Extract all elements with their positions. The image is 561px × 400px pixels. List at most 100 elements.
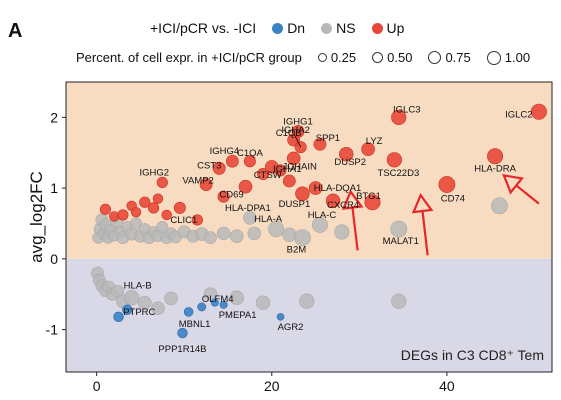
point-label-spp1: SPP1 bbox=[316, 133, 340, 144]
data-point bbox=[152, 193, 164, 204]
legend-dn-label: Dn bbox=[287, 20, 306, 36]
point-label-lyz: LYZ bbox=[366, 136, 383, 147]
point-label-igha1: IGHA1 bbox=[273, 164, 302, 175]
size-legend-ring-4 bbox=[486, 50, 501, 65]
point-label-agr2: AGR2 bbox=[278, 322, 304, 333]
data-point bbox=[255, 295, 271, 310]
x-tick-label: 20 bbox=[264, 378, 280, 394]
y-tick-label: 1 bbox=[50, 180, 58, 196]
data-point bbox=[203, 287, 218, 301]
point-label-ighg4: IGHG4 bbox=[210, 146, 240, 157]
data-point-tsc22d3 bbox=[386, 152, 402, 168]
data-point bbox=[139, 196, 151, 208]
size-legend-title: Percent. of cell expr. in +ICI/pCR group bbox=[76, 50, 302, 65]
data-point bbox=[210, 298, 219, 307]
data-point bbox=[391, 293, 407, 309]
point-label-cst3: CST3 bbox=[197, 160, 221, 171]
data-point bbox=[191, 214, 203, 226]
data-point bbox=[151, 301, 165, 316]
point-label-b2m: B2M bbox=[287, 245, 307, 256]
data-point bbox=[113, 311, 124, 323]
data-point bbox=[229, 229, 244, 243]
down-region-background bbox=[66, 258, 552, 372]
point-label-c1qa: C1QA bbox=[237, 148, 264, 159]
data-point-agr2 bbox=[276, 313, 285, 321]
point-label-hla-c: HLA-C bbox=[308, 210, 337, 221]
data-point-iglc3 bbox=[391, 109, 407, 125]
red-arrow-3 bbox=[502, 173, 540, 205]
data-point bbox=[147, 202, 160, 214]
y-axis-label: avg_log2FC bbox=[27, 171, 46, 263]
legend-up-swatch bbox=[371, 22, 383, 34]
data-point-vamp2 bbox=[199, 178, 213, 191]
data-point bbox=[229, 290, 244, 305]
point-label-ptprc: PTPRC bbox=[123, 307, 155, 318]
point-label-hla-b: HLA-B bbox=[124, 281, 152, 292]
data-point-hla-dpa1 bbox=[243, 211, 257, 225]
point-label-ighg2: IGHG2 bbox=[140, 167, 170, 178]
point-label-ighg1: IGHG1 bbox=[283, 117, 313, 128]
point-label-jchain: JCHAIN bbox=[283, 161, 317, 172]
data-point bbox=[130, 217, 143, 230]
panel-annotation: DEGs in C3 CD8⁺ Tem bbox=[401, 347, 544, 363]
leader-line-c1qb bbox=[294, 134, 302, 148]
data-point-ctsw bbox=[264, 160, 279, 174]
point-label-mbnl1: MBNL1 bbox=[179, 319, 211, 330]
point-label-hla-a: HLA-A bbox=[254, 214, 283, 225]
data-point-hla-b bbox=[124, 290, 140, 306]
data-point-btg1 bbox=[364, 194, 381, 211]
data-point bbox=[257, 167, 270, 180]
point-label-iglc2: IGLC2 bbox=[505, 110, 532, 121]
data-point bbox=[282, 227, 297, 242]
size-legend-label-3: 0.75 bbox=[445, 50, 471, 65]
data-point-hla-dra bbox=[487, 148, 504, 165]
legend-up-label: Up bbox=[386, 20, 405, 36]
point-label-clic1: CLIC1 bbox=[170, 215, 197, 226]
data-point-hla-c bbox=[311, 216, 328, 233]
data-point-iglc2 bbox=[530, 103, 547, 120]
data-point-ptprc bbox=[122, 304, 133, 315]
data-point-hla-a bbox=[268, 221, 285, 238]
data-point-clic1 bbox=[173, 201, 186, 214]
size-legend: Percent. of cell expr. in +ICI/pCR group… bbox=[76, 50, 530, 65]
point-label-igha2: IGHA2 bbox=[281, 125, 310, 136]
data-point-igha1 bbox=[282, 174, 296, 188]
data-point bbox=[217, 190, 230, 203]
y-tick-label: 0 bbox=[50, 251, 58, 267]
data-point-hla-dqa1 bbox=[308, 181, 323, 195]
data-points bbox=[91, 103, 547, 339]
point-label-hla-dpa1: HLA-DPA1 bbox=[225, 203, 271, 214]
annotation-arrows bbox=[294, 134, 540, 256]
data-point-cd74 bbox=[438, 176, 456, 193]
plot-frame bbox=[65, 81, 553, 373]
data-point bbox=[491, 197, 508, 215]
size-legend-ring-3 bbox=[428, 51, 442, 64]
color-legend: +ICI/pCR vs. -ICI Dn NS Up bbox=[150, 20, 404, 36]
point-label-btg1: BTG1 bbox=[356, 191, 381, 202]
data-point-ighg4 bbox=[225, 154, 239, 168]
y-tick-label: 2 bbox=[50, 109, 58, 125]
point-label-cxcr4: CXCR4 bbox=[327, 200, 359, 211]
x-tick-label: 40 bbox=[439, 378, 455, 394]
data-point bbox=[117, 209, 129, 221]
y-tick-label: -1 bbox=[46, 322, 59, 338]
point-label-hla-dqa1: HLA-DQA1 bbox=[314, 183, 362, 194]
legend-ns-swatch bbox=[321, 22, 333, 34]
x-tick-label: 0 bbox=[93, 378, 101, 394]
data-point-mbnl1 bbox=[183, 307, 194, 317]
data-point bbox=[161, 209, 172, 221]
data-point-dusp1 bbox=[295, 186, 310, 201]
data-point-ighg2 bbox=[156, 176, 168, 189]
data-point bbox=[156, 221, 169, 234]
point-label-dusp2: DUSP2 bbox=[334, 157, 366, 168]
data-point-olfm4 bbox=[197, 302, 207, 312]
data-point bbox=[138, 295, 152, 310]
point-label-cd69: CD69 bbox=[219, 190, 243, 201]
data-point-cxcr4 bbox=[325, 193, 341, 209]
size-legend-ring-1 bbox=[317, 53, 327, 62]
data-point bbox=[164, 291, 178, 306]
legend-ns-label: NS bbox=[336, 20, 356, 36]
data-point bbox=[204, 231, 217, 245]
